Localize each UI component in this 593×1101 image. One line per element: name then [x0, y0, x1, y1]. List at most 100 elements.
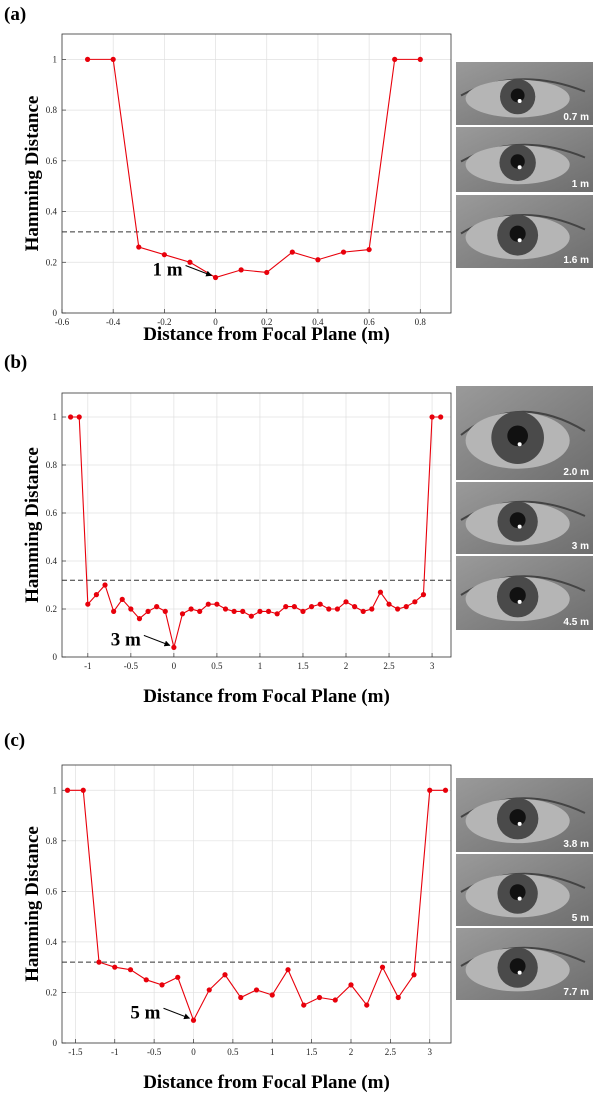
eye-photo: 7.7 m [456, 928, 593, 1000]
data-point [316, 994, 323, 1001]
x-tick-label: 2.5 [385, 1047, 397, 1057]
pupil [510, 154, 525, 169]
y-tick-label: 1 [53, 54, 58, 64]
data-point [179, 611, 186, 617]
x-tick-label: -1.5 [68, 1047, 83, 1057]
data-point [369, 606, 375, 612]
glint [517, 821, 522, 826]
x-tick-label: -1 [111, 1047, 119, 1057]
data-point [438, 414, 444, 420]
annotation-text: 1 m [152, 259, 182, 280]
data-point [340, 249, 347, 255]
data-point [128, 606, 134, 612]
x-tick-label: 2 [349, 1047, 354, 1057]
eye-photo: 3.8 m [456, 778, 593, 852]
x-tick-label: 3 [427, 1047, 432, 1057]
data-point [289, 249, 295, 255]
eye-photo: 1 m [456, 127, 593, 192]
photo-label: 3 m [572, 541, 589, 552]
x-tick-label: 0.2 [261, 317, 272, 327]
data-point [222, 606, 229, 612]
y-tick-label: 0.2 [46, 987, 57, 997]
photo-label: 0.7 m [563, 112, 589, 123]
glint [517, 165, 522, 170]
data-point [190, 1017, 197, 1023]
data-point [222, 972, 228, 978]
data-point [427, 787, 433, 793]
data-point [257, 608, 263, 615]
data-point [154, 604, 160, 610]
plot-frame [61, 33, 452, 314]
eye-photo: 1.6 m [456, 195, 593, 268]
x-axis-title: Distance from Focal Plane (m) [143, 1072, 390, 1093]
data-point [301, 1002, 307, 1008]
data-point [285, 967, 291, 973]
data-point [119, 596, 125, 603]
plot-frame [61, 392, 452, 658]
y-tick-label: 0.8 [46, 836, 58, 846]
pupil [509, 587, 526, 604]
x-tick-label: 0 [191, 1047, 196, 1057]
data-point [68, 414, 74, 420]
data-point [411, 972, 417, 978]
x-axis-title: Distance from Focal Plane (m) [143, 324, 390, 345]
data-point [93, 592, 100, 598]
data-point [308, 604, 315, 610]
data-point [159, 982, 165, 988]
data-point [188, 606, 194, 612]
pupil [507, 425, 528, 447]
data-point [442, 787, 449, 793]
data-point [212, 274, 219, 281]
y-tick-label: 0 [53, 1038, 58, 1048]
glint [517, 442, 522, 447]
photo-label: 3.8 m [563, 839, 589, 850]
data-point [315, 257, 321, 263]
data-point [377, 589, 384, 595]
data-point [366, 246, 372, 253]
glint [517, 99, 522, 104]
y-tick-label: 0.8 [46, 105, 58, 115]
x-tick-label: 0 [213, 317, 218, 327]
eye-photo: 0.7 m [456, 62, 593, 125]
data-point [64, 787, 71, 793]
x-tick-label: 0 [172, 661, 177, 671]
data-point [136, 244, 142, 250]
data-point [429, 414, 435, 420]
pupil [509, 958, 526, 975]
data-point [343, 599, 349, 605]
data-point [85, 601, 91, 607]
x-tick-label: 1.5 [306, 1047, 318, 1057]
x-tick-label: 0.6 [363, 317, 375, 327]
y-tick-label: 0 [53, 652, 58, 662]
y-tick-label: 0.8 [46, 460, 58, 470]
data-point [197, 608, 203, 615]
plot-frame [61, 764, 452, 1044]
data-point [395, 994, 401, 1001]
data-point [326, 606, 332, 612]
x-tick-label: -0.2 [157, 317, 171, 327]
data-point [110, 56, 116, 62]
panel-label: (b) [4, 352, 27, 373]
photo-label: 5 m [572, 913, 589, 924]
y-tick-label: 0.6 [46, 886, 58, 896]
x-tick-label: 0.8 [415, 317, 427, 327]
glint [517, 896, 522, 901]
data-point [112, 964, 118, 970]
x-tick-label: -0.5 [147, 1047, 162, 1057]
x-tick-label: 2.5 [383, 661, 395, 671]
data-point [205, 601, 211, 607]
data-point [214, 601, 220, 607]
annotation-arrow [143, 634, 171, 647]
data-point [111, 608, 117, 615]
data-point [264, 269, 270, 276]
data-point [395, 606, 401, 612]
photo-label: 4.5 m [563, 617, 589, 628]
y-tick-label: 0.6 [46, 156, 58, 166]
y-tick-label: 0.6 [46, 508, 58, 518]
pupil [509, 512, 526, 529]
data-point [269, 992, 275, 998]
data-point [392, 56, 398, 62]
y-tick-label: 0.2 [46, 604, 57, 614]
eye-photo: 3 m [456, 482, 593, 554]
y-axis-title: Hamming Distance [22, 447, 43, 603]
